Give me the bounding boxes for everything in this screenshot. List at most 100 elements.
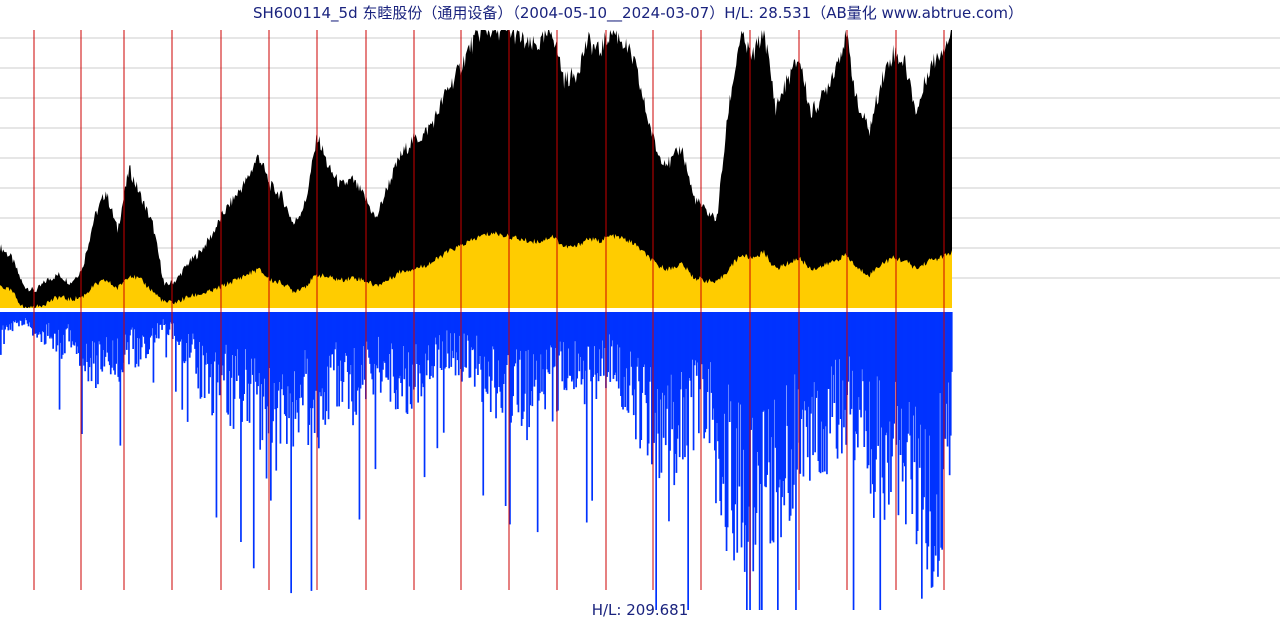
volume-bar: [721, 312, 724, 477]
volume-bar: [754, 312, 757, 545]
volume-bar: [726, 312, 729, 528]
volume-bar: [58, 312, 61, 410]
volume-bar: [17, 312, 19, 322]
volume-bar: [561, 312, 564, 382]
volume-bar: [431, 312, 433, 366]
volume-bar: [595, 312, 598, 399]
volume-bar: [751, 312, 754, 418]
volume-bar: [899, 312, 902, 455]
volume-bar: [693, 312, 696, 366]
volume-bar: [22, 312, 25, 325]
volume-bar: [435, 312, 438, 345]
volume-bar: [306, 312, 308, 359]
volume-bar: [138, 312, 141, 339]
volume-bar: [375, 312, 378, 366]
volume-bar: [109, 312, 112, 375]
volume-bar: [474, 312, 477, 369]
volume-bar: [684, 312, 686, 458]
volume-bar: [430, 312, 432, 376]
volume-bar: [72, 312, 75, 345]
volume-bar: [884, 312, 887, 436]
volume-bar: [567, 312, 570, 349]
volume-bar: [184, 312, 187, 362]
volume-bar: [931, 312, 934, 587]
volume-bar: [589, 312, 591, 370]
volume-bar: [624, 312, 626, 407]
volume-bar: [868, 312, 871, 382]
volume-bar: [188, 312, 191, 358]
volume-bar: [254, 312, 256, 359]
volume-bar: [432, 312, 434, 378]
volume-bar: [916, 312, 919, 531]
volume-bar: [312, 312, 315, 400]
volume-bar: [402, 312, 405, 346]
volume-bar: [56, 312, 59, 346]
volume-bar: [213, 312, 216, 362]
volume-bar: [288, 312, 290, 419]
volume-bar: [465, 312, 467, 368]
volume-bar: [273, 312, 275, 383]
volume-bar: [920, 312, 922, 425]
volume-bar: [532, 312, 535, 355]
volume-bar: [387, 312, 390, 380]
volume-bar: [653, 312, 655, 443]
volume-bar: [579, 312, 582, 357]
volume-bar: [634, 312, 636, 390]
volume-bar: [842, 312, 844, 381]
volume-bar: [817, 312, 820, 461]
volume-bar: [724, 312, 727, 527]
volume-bar: [794, 312, 796, 375]
volume-bar: [621, 312, 623, 407]
volume-bar: [175, 312, 177, 392]
volume-bar: [115, 312, 117, 364]
volume-bar: [79, 312, 81, 366]
volume-bar: [340, 312, 343, 382]
volume-bar: [841, 312, 843, 454]
volume-bar: [516, 312, 519, 405]
volume-bar: [597, 312, 600, 382]
volume-bar: [600, 312, 603, 359]
volume-bar: [49, 312, 51, 339]
volume-bar: [47, 312, 49, 336]
volume-bar: [449, 312, 451, 334]
volume-bar: [913, 312, 916, 463]
volume-bar: [487, 312, 490, 362]
volume-bar: [898, 312, 901, 440]
volume-bar: [574, 312, 576, 342]
volume-bar: [37, 312, 40, 335]
volume-bar: [742, 312, 745, 450]
volume-bar: [836, 312, 839, 459]
volume-bar: [90, 312, 93, 382]
volume-bar: [625, 312, 628, 369]
volume-bar: [886, 312, 889, 463]
volume-bar: [659, 312, 662, 400]
volume-bar: [796, 312, 798, 470]
volume-bar: [289, 312, 291, 394]
volume-bar: [909, 312, 911, 436]
volume-bar: [635, 312, 637, 440]
volume-bar: [690, 312, 693, 398]
volume-bar: [767, 312, 770, 410]
volume-bar: [151, 312, 154, 329]
volume-bar: [860, 312, 862, 418]
volume-bar: [274, 312, 276, 410]
volume-bar: [611, 312, 614, 341]
volume-bar: [150, 312, 153, 336]
volume-bar: [186, 312, 189, 422]
volume-bar: [523, 312, 525, 412]
volume-bar: [501, 312, 504, 413]
volume-bar: [277, 312, 280, 391]
volume-bar: [832, 312, 835, 375]
volume-bar: [689, 312, 692, 381]
volume-bar: [351, 312, 353, 402]
volume-bar: [155, 312, 158, 339]
volume-bar: [261, 312, 264, 441]
volume-bar: [179, 312, 181, 342]
volume-bar: [547, 312, 550, 373]
volume-bar: [355, 312, 358, 415]
volume-bar: [398, 312, 400, 379]
volume-bar: [429, 312, 431, 380]
volume-bar: [773, 312, 776, 400]
volume-bar: [8, 312, 11, 325]
volume-bar: [525, 312, 527, 352]
